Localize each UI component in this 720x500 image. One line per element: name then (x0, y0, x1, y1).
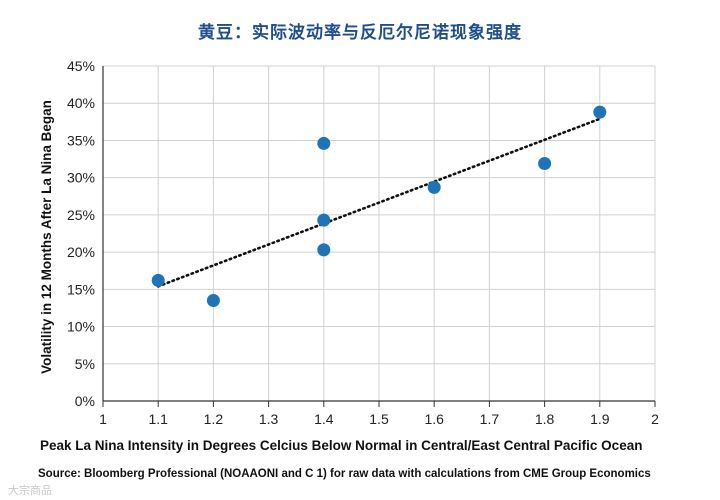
chart-title: 黄豆：实际波动率与反厄尔尼诺现象强度 (198, 23, 522, 43)
x-tick-label: 1.6 (424, 411, 444, 427)
x-tick-label: 1.4 (314, 411, 334, 427)
data-point (538, 157, 552, 171)
x-tick-label: 1.7 (480, 411, 500, 427)
y-axis-label: Volatility in 12 Months After La Nina Be… (39, 100, 54, 374)
source-note: Source: Bloomberg Professional (NOAAONI … (38, 468, 651, 480)
y-tick-label: 30% (67, 170, 95, 186)
y-tick-label: 35% (67, 132, 95, 148)
data-point (427, 180, 441, 194)
data-point (317, 243, 331, 257)
y-tick-label: 45% (67, 58, 95, 74)
tick-labels: 0% 5% 10% 15% 20% 25% 30% 35% 40% 45% 1 1.1 1.2 1.3 1.… (67, 58, 659, 427)
y-tick-label: 10% (67, 319, 95, 335)
y-tick-label: 20% (67, 244, 95, 260)
trendline-group (156, 117, 602, 288)
watermark: 大宗商品 (8, 484, 52, 497)
data-point (206, 294, 220, 307)
trendline (156, 117, 602, 288)
data-points (151, 105, 607, 307)
x-tick-label: 1.3 (259, 411, 279, 427)
data-point (151, 273, 165, 287)
x-tick-label: 1.8 (535, 411, 555, 427)
y-tick-label: 40% (67, 95, 95, 111)
x-tick-label: 1.2 (204, 411, 224, 427)
y-tick-label: 25% (67, 207, 95, 223)
axes (102, 66, 656, 407)
x-tick-label: 2 (651, 411, 659, 427)
x-axis-label: Peak La Nina Intensity in Degrees Celciu… (40, 438, 643, 453)
x-tick-label: 1.9 (590, 411, 610, 427)
y-tick-label: 5% (75, 356, 95, 372)
x-tick-label: 1.5 (369, 411, 389, 427)
data-point (317, 213, 331, 227)
data-point (593, 105, 607, 119)
data-point (317, 136, 331, 150)
y-tick-label: 15% (67, 281, 95, 297)
x-tick-label: 1.1 (148, 411, 168, 427)
x-tick-label: 1 (99, 411, 107, 427)
grid-lines (103, 65, 656, 401)
y-tick-label: 0% (75, 393, 95, 409)
